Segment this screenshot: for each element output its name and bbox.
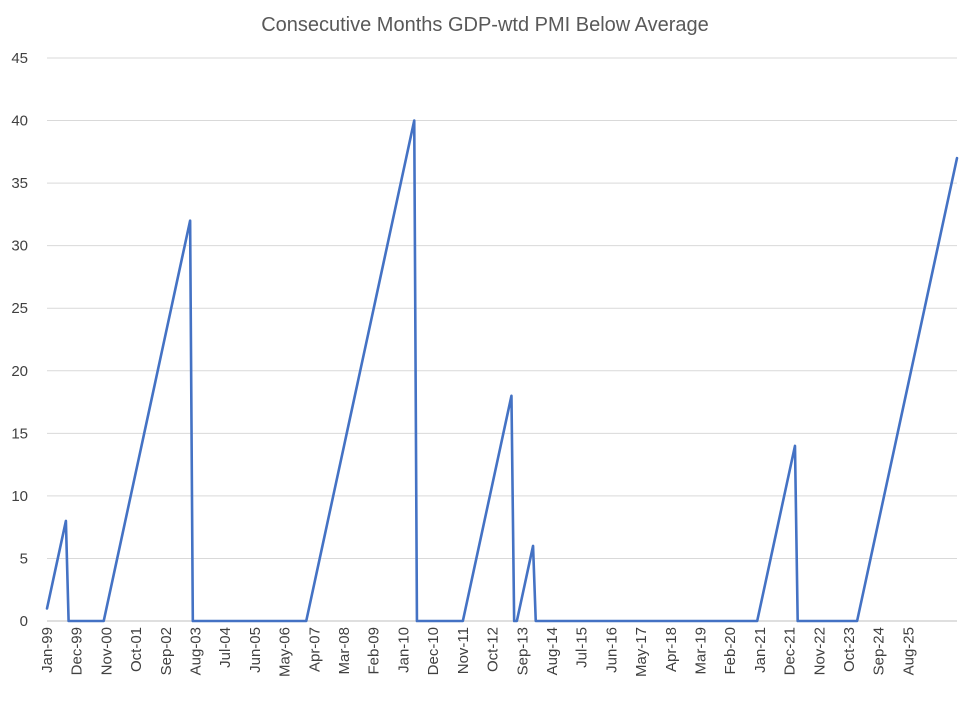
x-tick-label: Apr-07 xyxy=(306,627,323,672)
x-tick-label: Jan-99 xyxy=(39,627,56,673)
x-tick-label: Jul-15 xyxy=(574,627,591,668)
x-tick-label: Dec-99 xyxy=(69,627,86,675)
x-tick-label: Mar-08 xyxy=(336,627,353,675)
x-tick-label: Nov-00 xyxy=(98,627,115,675)
y-tick-label: 25 xyxy=(11,300,28,317)
series-line xyxy=(45,119,959,623)
y-tick-label: 20 xyxy=(11,363,28,380)
y-tick-label: 5 xyxy=(20,550,28,567)
x-tick-label: Feb-20 xyxy=(722,627,739,675)
x-tick-label: Dec-10 xyxy=(425,627,442,675)
series-layer xyxy=(45,119,959,623)
x-tick-label: Oct-01 xyxy=(128,627,145,672)
x-tick-label: Mar-19 xyxy=(692,627,709,675)
x-tick-label: Nov-11 xyxy=(455,627,472,674)
x-tick-label: Nov-22 xyxy=(811,627,828,675)
x-tick-label: Sep-24 xyxy=(871,627,888,675)
y-axis-ticks: 0 5 10 15 20 25 30 35 40 45 xyxy=(11,50,28,630)
x-tick-label: Jan-10 xyxy=(395,627,412,673)
y-tick-label: 45 xyxy=(11,50,28,67)
x-tick-label: Apr-18 xyxy=(663,627,680,672)
x-tick-label: Dec-21 xyxy=(782,627,799,675)
x-tick-label: Jan-21 xyxy=(752,627,769,673)
y-tick-label: 40 xyxy=(11,113,28,130)
x-tick-label: Oct-23 xyxy=(841,627,858,672)
y-tick-label: 35 xyxy=(11,175,28,192)
x-tick-label: Jun-16 xyxy=(603,627,620,673)
x-tick-label: Aug-03 xyxy=(188,627,205,675)
x-tick-label: Aug-25 xyxy=(900,627,917,675)
y-tick-label: 10 xyxy=(11,488,28,505)
y-tick-label: 30 xyxy=(11,238,28,255)
y-tick-label: 0 xyxy=(20,613,28,630)
x-axis-ticks: Jan-99 Dec-99 Nov-00 Oct-01 Sep-02 Aug-03 Jul-… xyxy=(39,627,917,677)
chart-title: Consecutive Months GDP-wtd PMI Below Ave… xyxy=(261,14,709,36)
x-tick-label: Aug-14 xyxy=(544,627,561,675)
x-tick-label: Oct-12 xyxy=(485,627,502,672)
x-tick-label: Sep-13 xyxy=(514,627,531,675)
x-tick-label: May-06 xyxy=(277,627,294,677)
x-tick-label: May-17 xyxy=(633,627,650,677)
x-tick-label: Sep-02 xyxy=(158,627,175,675)
x-tick-label: Feb-09 xyxy=(366,627,383,675)
gridlines xyxy=(47,57,957,622)
y-tick-label: 15 xyxy=(11,425,28,442)
x-tick-label: Jun-05 xyxy=(247,627,264,673)
x-tick-label: Jul-04 xyxy=(217,627,234,668)
